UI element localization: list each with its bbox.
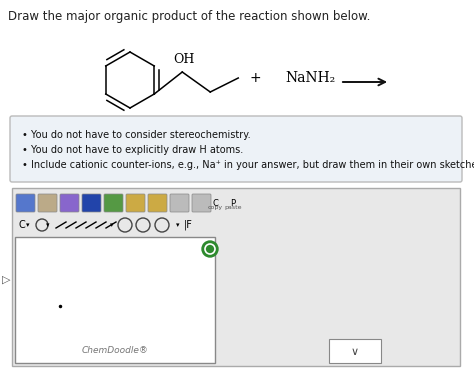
FancyBboxPatch shape	[192, 194, 211, 212]
Circle shape	[202, 241, 218, 257]
Text: ▾: ▾	[110, 222, 114, 228]
FancyBboxPatch shape	[170, 194, 189, 212]
FancyBboxPatch shape	[82, 194, 101, 212]
Text: ▾: ▾	[26, 222, 30, 228]
FancyBboxPatch shape	[148, 194, 167, 212]
Text: |F: |F	[183, 220, 192, 230]
Text: ▾: ▾	[176, 222, 180, 228]
FancyBboxPatch shape	[329, 339, 381, 363]
Text: • You do not have to explicitly draw H atoms.: • You do not have to explicitly draw H a…	[22, 145, 243, 155]
Text: C: C	[18, 220, 26, 230]
FancyBboxPatch shape	[15, 193, 305, 213]
Text: Draw the major organic product of the reaction shown below.: Draw the major organic product of the re…	[8, 10, 370, 23]
Text: • You do not have to consider stereochemistry.: • You do not have to consider stereochem…	[22, 130, 251, 140]
Text: +: +	[249, 71, 261, 85]
Text: OH: OH	[173, 53, 195, 66]
Text: • Include cationic counter-ions, e.g., Na⁺ in your answer, but draw them in thei: • Include cationic counter-ions, e.g., N…	[22, 160, 474, 170]
FancyBboxPatch shape	[126, 194, 145, 212]
FancyBboxPatch shape	[104, 194, 123, 212]
FancyBboxPatch shape	[38, 194, 57, 212]
FancyBboxPatch shape	[16, 194, 35, 212]
Text: P: P	[230, 199, 236, 207]
Text: ▷: ▷	[2, 275, 10, 285]
FancyBboxPatch shape	[60, 194, 79, 212]
FancyBboxPatch shape	[15, 237, 215, 363]
Text: ∨: ∨	[351, 347, 359, 357]
Text: ChemDoodle®: ChemDoodle®	[82, 346, 148, 355]
Text: ▾: ▾	[46, 222, 50, 228]
Text: paste: paste	[224, 205, 242, 210]
FancyBboxPatch shape	[10, 116, 462, 182]
Text: copy: copy	[208, 205, 223, 210]
FancyBboxPatch shape	[12, 188, 460, 366]
Text: NaNH₂: NaNH₂	[285, 71, 335, 85]
Text: C: C	[212, 199, 218, 207]
